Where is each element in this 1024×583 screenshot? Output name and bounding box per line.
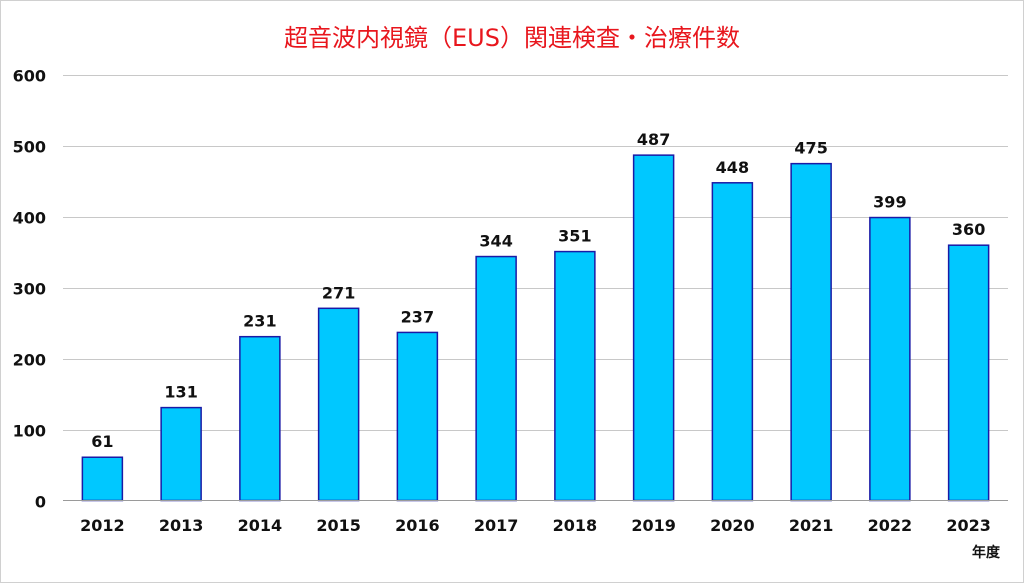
- y-tick-label: 600: [13, 67, 46, 86]
- chart-title: 超音波内視鏡（EUS）関連検査・治療件数: [284, 24, 740, 52]
- bar: [869, 216, 911, 502]
- data-label: 399: [873, 193, 906, 212]
- x-tick-label: 2022: [868, 516, 913, 535]
- y-tick-label: 500: [13, 138, 46, 157]
- y-tick-label: 200: [13, 351, 46, 370]
- bar: [947, 244, 990, 502]
- x-tick-label: 2018: [553, 516, 598, 535]
- y-tick-label: 300: [13, 280, 46, 299]
- x-tick-label: 2013: [159, 516, 204, 535]
- data-label: 237: [401, 307, 434, 326]
- x-tick-label: 2023: [946, 516, 991, 535]
- bars: [81, 154, 990, 502]
- x-tick-label: 2015: [316, 516, 361, 535]
- bar: [554, 250, 596, 502]
- x-tick-label: 2021: [789, 516, 834, 535]
- bar: [160, 406, 202, 502]
- x-axis-ticks: 2012 2013 2014 2015 2016 2017 2018 2019 2020 2021…: [80, 516, 991, 535]
- data-label: 351: [558, 227, 591, 246]
- data-label: 487: [637, 130, 670, 149]
- data-label: 448: [716, 158, 749, 177]
- data-label: 61: [91, 432, 113, 451]
- bar: [790, 162, 832, 502]
- bar: [711, 182, 754, 502]
- gridlines: [63, 75, 1008, 431]
- bar: [239, 335, 281, 502]
- y-tick-label: 400: [13, 209, 46, 228]
- bar: [632, 154, 675, 502]
- data-label: 231: [243, 312, 276, 331]
- x-tick-label: 2014: [238, 516, 283, 535]
- data-label: 271: [322, 283, 355, 302]
- x-axis-label: 年度: [972, 544, 1001, 561]
- x-tick-label: 2020: [710, 516, 755, 535]
- bar: [81, 456, 124, 502]
- y-axis-ticks: 0 100 200 300 400 500 600: [13, 67, 46, 512]
- x-tick-label: 2016: [395, 516, 440, 535]
- x-tick-label: 2017: [474, 516, 519, 535]
- x-tick-label: 2012: [80, 516, 125, 535]
- y-tick-label: 100: [13, 422, 46, 441]
- y-tick-label: 0: [35, 493, 46, 512]
- data-labels: 61 131 231 271 237 344 351 487 448 475 399 360: [91, 130, 985, 451]
- data-label: 360: [952, 220, 985, 239]
- x-tick-label: 2019: [631, 516, 676, 535]
- bar: [317, 307, 360, 502]
- data-label: 131: [164, 383, 197, 402]
- data-label: 344: [479, 232, 512, 251]
- bar: [475, 255, 517, 502]
- data-label: 475: [794, 139, 827, 158]
- bar: [396, 331, 439, 502]
